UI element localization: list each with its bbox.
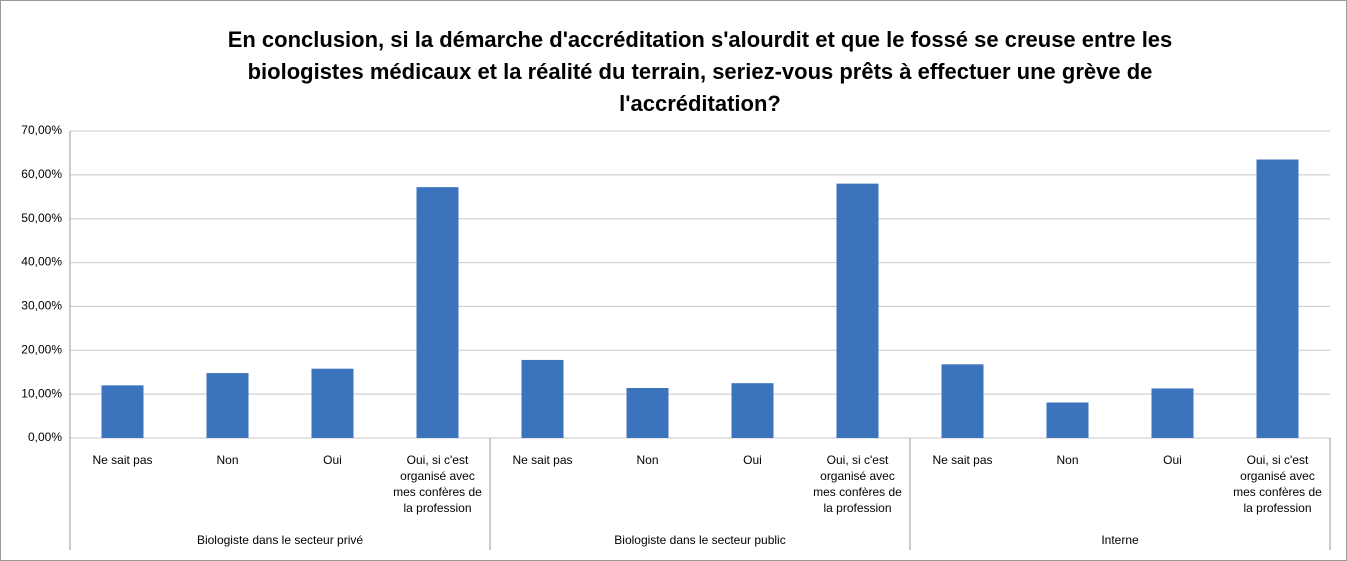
- bar: [521, 359, 564, 438]
- y-tick-label: 20,00%: [21, 342, 62, 356]
- bar: [731, 383, 774, 438]
- group-label: Biologiste dans le secteur public: [614, 533, 785, 547]
- bar: [836, 183, 879, 438]
- bar: [416, 187, 459, 438]
- y-tick-label: 40,00%: [21, 255, 62, 269]
- bar: [101, 385, 144, 438]
- bar: [311, 368, 354, 438]
- x-tick-label: Oui: [743, 453, 762, 467]
- x-tick-label: Oui, si c'est organisé avec mes confères…: [813, 453, 902, 515]
- x-tick-label: Oui: [1163, 453, 1182, 467]
- bar: [941, 364, 984, 438]
- y-tick-label: 0,00%: [28, 430, 62, 444]
- x-tick-label: Non: [216, 453, 239, 467]
- bar: [626, 388, 669, 438]
- y-tick-label: 70,00%: [21, 123, 62, 137]
- bar: [1256, 159, 1299, 438]
- x-tick-label: Ne sait pas: [92, 453, 153, 467]
- bar: [206, 373, 249, 438]
- x-tick-label: Oui, si c'est organisé avec mes confères…: [393, 453, 482, 515]
- group-label: Interne: [1101, 533, 1139, 547]
- x-tick-label: Ne sait pas: [512, 453, 573, 467]
- bar: [1046, 402, 1089, 438]
- x-tick-label: Non: [1056, 453, 1079, 467]
- bar: [1151, 388, 1194, 438]
- y-tick-label: 10,00%: [21, 386, 62, 400]
- x-tick-label: Non: [636, 453, 659, 467]
- x-tick-label: Oui, si c'est organisé avec mes confères…: [1233, 453, 1322, 515]
- x-tick-label: Ne sait pas: [932, 453, 993, 467]
- x-tick-label: Oui: [323, 453, 342, 467]
- y-tick-label: 60,00%: [21, 167, 62, 181]
- y-tick-label: 30,00%: [21, 299, 62, 313]
- group-label: Biologiste dans le secteur privé: [197, 533, 363, 547]
- chart-title: En conclusion, si la démarche d'accrédit…: [227, 27, 1173, 116]
- y-tick-label: 50,00%: [21, 211, 62, 225]
